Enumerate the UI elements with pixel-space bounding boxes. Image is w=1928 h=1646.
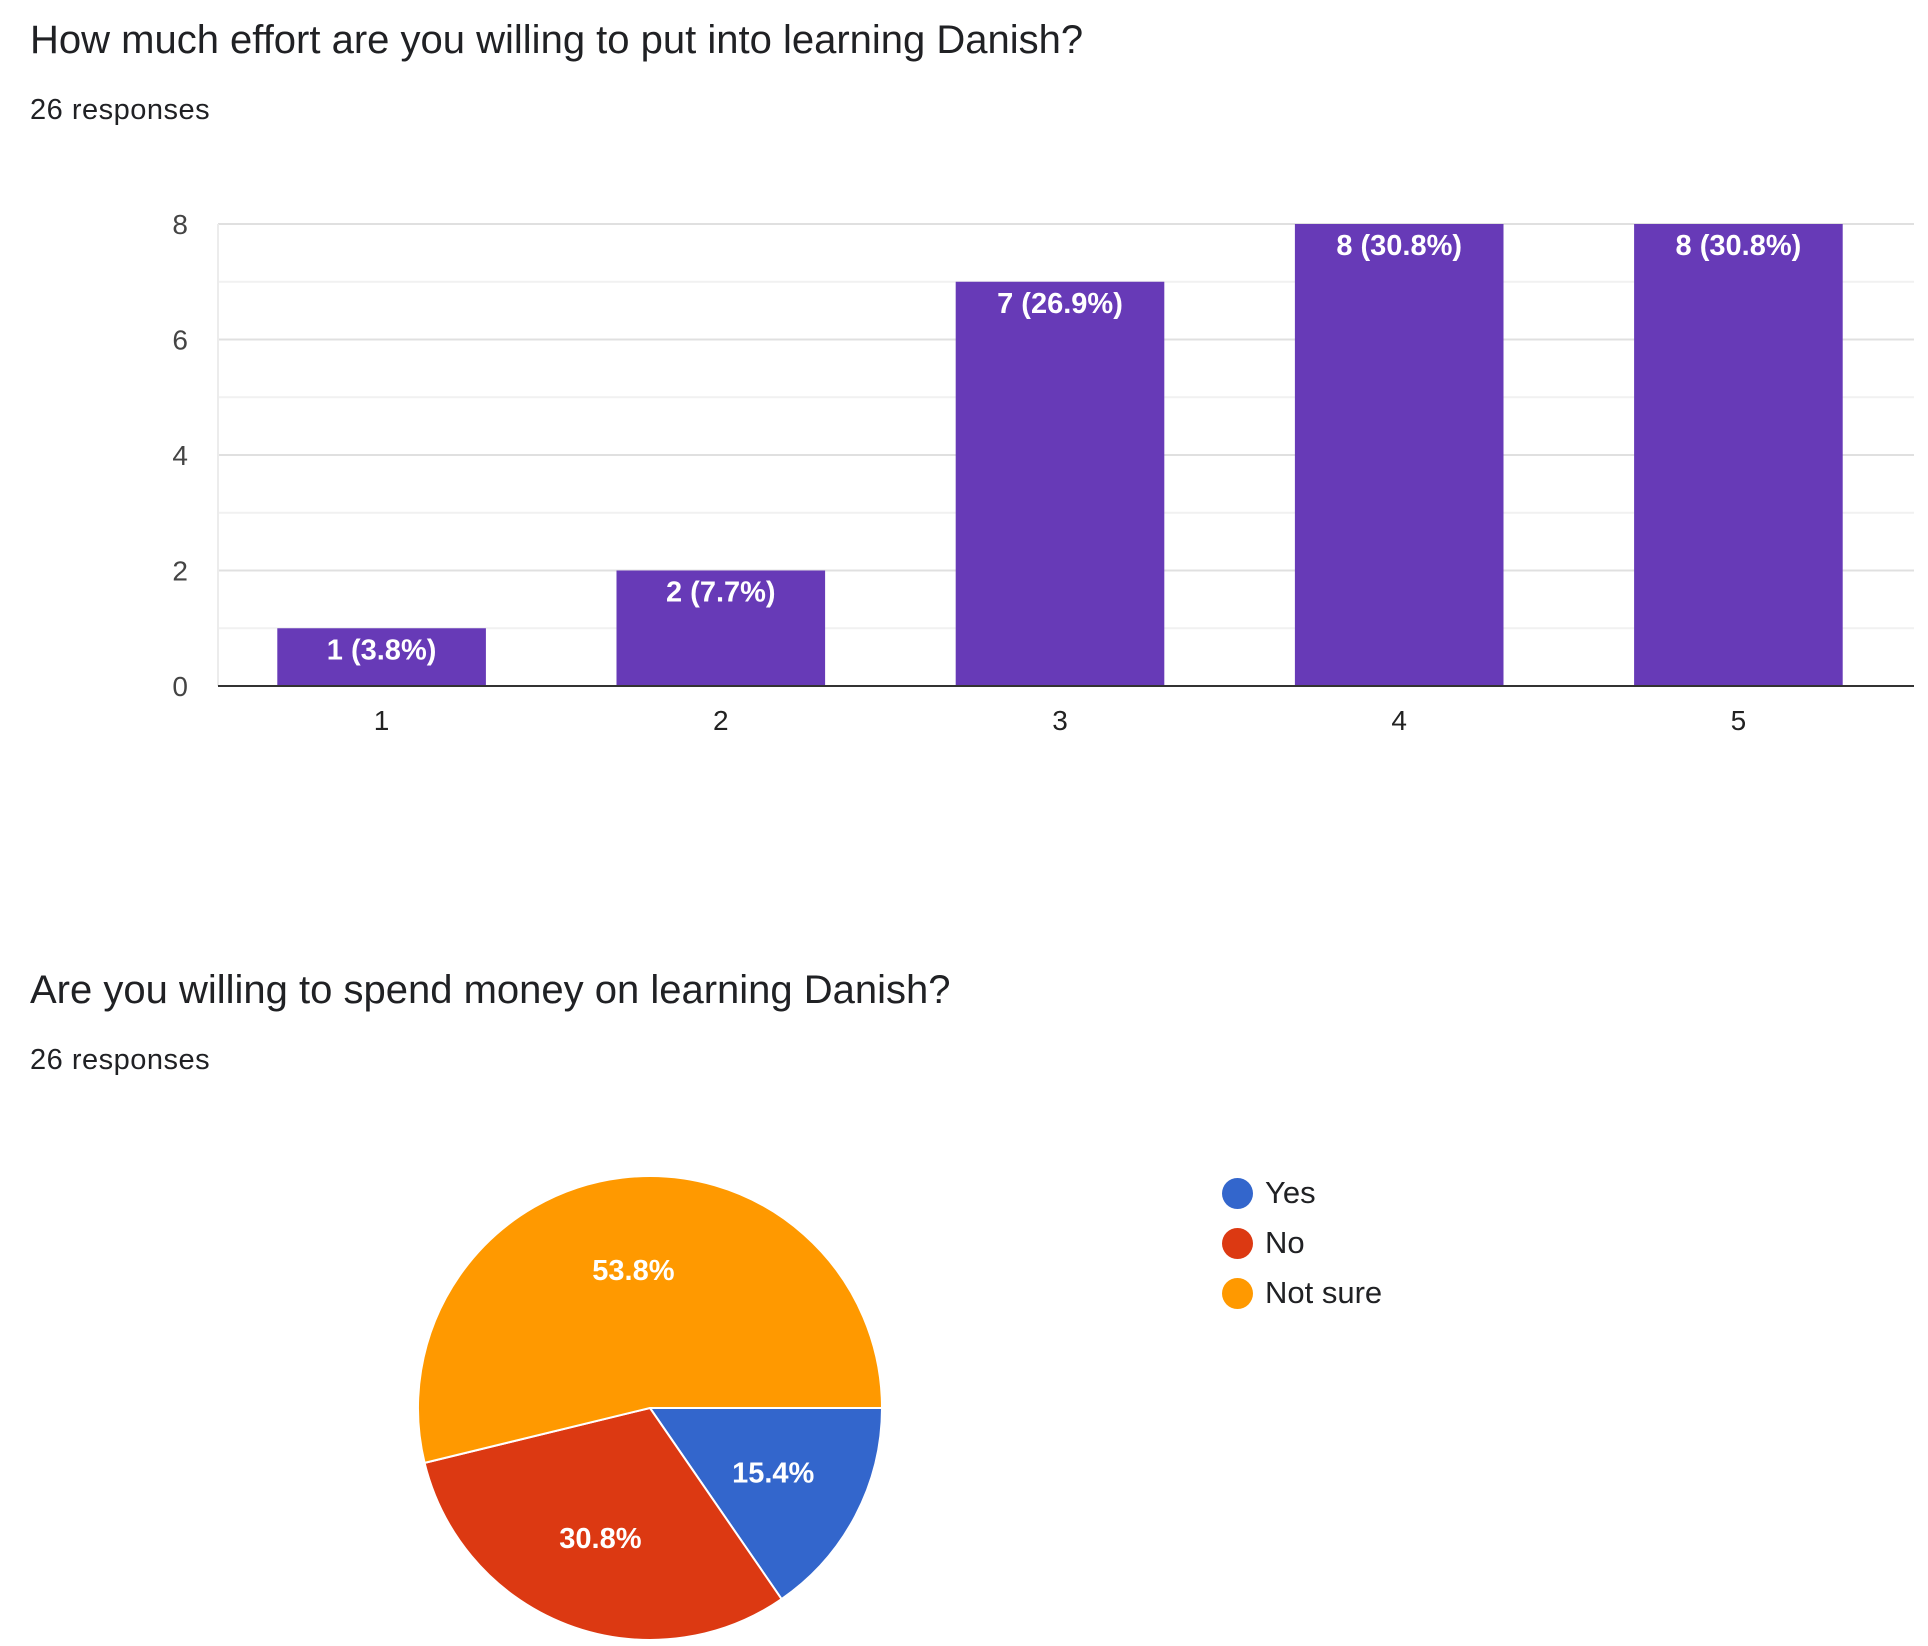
x-tick-label: 5 [1731,705,1747,736]
bar-data-label: 7 (26.9%) [997,288,1123,320]
legend-swatch [1222,1227,1253,1259]
pie-legend: Yes No Not sure [1222,1168,1382,1318]
y-tick-label: 2 [172,556,188,587]
x-tick-label: 2 [713,705,729,736]
bar-response-count: 26 responses [30,94,211,126]
pie-slice [423,1406,783,1641]
x-tick-label: 4 [1391,705,1407,736]
bar [616,570,826,686]
bar-data-label: 1 (3.8%) [327,634,437,666]
bar-data-label: 8 (30.8%) [1336,230,1462,262]
pie-data-label: 53.8% [592,1255,674,1287]
y-tick-label: 6 [172,325,188,356]
pie-data-label: 15.4% [732,1458,814,1490]
legend-item: Not sure [1222,1268,1382,1318]
pie-chart: 15.4% 30.8% 53.8% [417,1175,884,1641]
y-tick-label: 0 [172,671,188,702]
legend-label: Yes [1265,1175,1316,1210]
bar [1294,224,1504,686]
bar [955,281,1165,686]
bar [1634,224,1843,686]
bar-data-label: 8 (30.8%) [1676,230,1802,262]
x-tick-label: 3 [1052,705,1068,736]
bar-question-title: How much effort are you willing to put i… [30,18,1084,62]
pie-data-label: 30.8% [559,1523,641,1555]
legend-item: Yes [1222,1168,1382,1218]
y-tick-label: 4 [172,440,188,471]
pie-slice [417,1175,884,1465]
legend-swatch [1222,1277,1253,1309]
bar-chart: 0 2 4 6 8 1 (3.8%) 1 2 (7.7%) 2 7 (26.9%) 3 8 (30.8… [172,209,1914,736]
bar [277,628,486,686]
legend-label: Not sure [1265,1275,1383,1310]
pie-response-count: 26 responses [30,1044,211,1076]
bar-data-label: 2 (7.7%) [666,577,776,609]
pie-question-title: Are you willing to spend money on learni… [30,968,951,1012]
y-tick-label: 8 [172,209,188,240]
legend-item: No [1222,1218,1382,1268]
x-tick-label: 1 [374,705,390,736]
legend-label: No [1265,1225,1305,1260]
legend-swatch [1222,1177,1253,1209]
pie-slice [648,1407,884,1601]
